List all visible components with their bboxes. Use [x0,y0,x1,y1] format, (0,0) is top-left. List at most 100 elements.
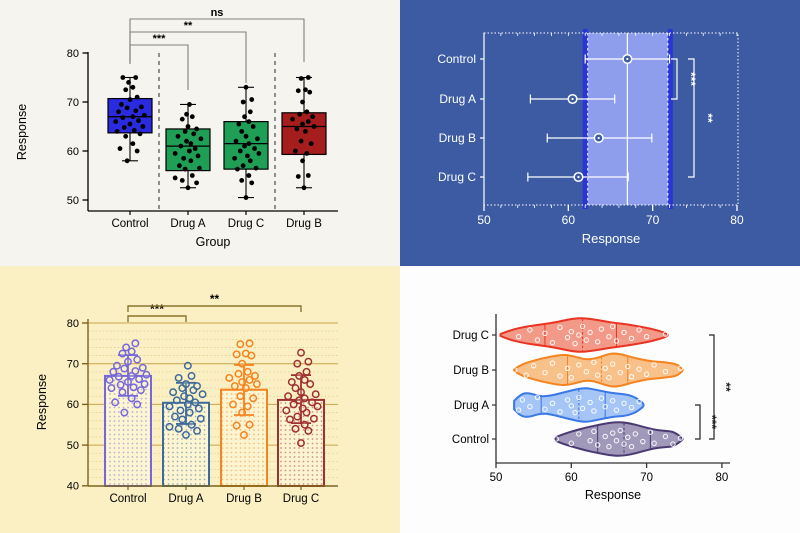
data-point [141,112,147,118]
data-point [625,434,631,441]
data-point [249,394,258,403]
data-point [300,158,305,164]
data-point [247,109,253,115]
x-tick-label: 80 [716,472,729,484]
data-point [188,141,194,147]
data-point [282,406,291,415]
data-point [239,178,245,183]
data-point [301,185,307,191]
data-point [232,421,241,430]
data-point [304,426,313,435]
data-point [245,339,254,348]
x-tick-label: 60 [562,213,576,227]
data-point [591,408,597,414]
data-point [126,80,131,85]
data-point [305,173,311,178]
data-point [576,332,582,338]
data-point [298,76,304,81]
data-point [252,380,261,389]
data-point [184,138,189,144]
data-point [116,380,125,389]
data-point [606,334,612,340]
data-point [598,326,605,332]
data-point [187,371,196,380]
data-point [300,376,309,384]
band-edge-right [667,29,673,209]
plot-frame [483,32,739,206]
data-point [136,386,145,395]
data-point [131,339,140,348]
data-point [256,151,262,156]
sig-bracket [671,58,678,100]
data-point [298,138,304,144]
data-point [670,441,676,447]
data-point [178,143,184,149]
data-point [192,146,198,151]
data-point [182,129,188,134]
data-point [191,131,197,137]
data-point [311,124,317,129]
data-point [175,133,181,139]
data-point [174,373,183,382]
data-point [131,367,140,375]
data-point [124,105,130,111]
data-point [302,367,311,376]
data-point [587,399,593,406]
sig-bracket [129,44,189,90]
data-point [527,327,533,333]
data-point [304,109,310,115]
x-category-label: Drug C [283,493,319,505]
data-point [240,99,246,105]
data-point [140,124,146,129]
data-point [197,165,202,171]
data-point [297,111,303,117]
data-point [295,174,301,179]
data-point [182,166,188,172]
x-category-label: Drug C [228,218,264,230]
x-tick-label: 80 [730,213,744,227]
data-point [628,404,635,411]
data-point [297,439,305,448]
data-point [553,436,559,442]
y-category-label: Control [452,434,489,446]
data-point [628,374,635,380]
data-point [243,84,249,90]
data-point [617,427,623,434]
data-point [572,409,578,416]
data-point [568,374,575,381]
y-category-label: Control [437,52,476,66]
y-tick-label: 80 [67,318,79,330]
data-point [304,357,313,366]
data-point [613,338,620,344]
data-point [617,369,623,376]
data-point [243,195,249,200]
sig-bracket [129,18,305,62]
data-point [284,392,293,401]
data-point [179,178,185,183]
data-point [243,133,249,139]
data-point [117,146,123,151]
data-point [182,430,190,439]
data-point [311,390,320,399]
data-point [194,404,203,413]
data-point [193,382,201,391]
x-axis-title: Response [585,488,641,502]
data-point [542,406,548,412]
data-point [122,343,131,352]
data-point [549,339,556,346]
data-point [591,359,597,366]
data-point [291,424,300,433]
data-point [133,400,142,409]
sig-label: *** [684,72,698,86]
data-point [636,327,642,333]
data-point [185,408,194,417]
data-point [119,102,124,107]
data-point [246,141,252,147]
data-point [114,372,123,381]
data-point [310,114,315,120]
data-point [124,158,130,164]
data-point [651,362,657,368]
x-category-label: Drug B [226,493,262,505]
data-point [662,433,669,440]
